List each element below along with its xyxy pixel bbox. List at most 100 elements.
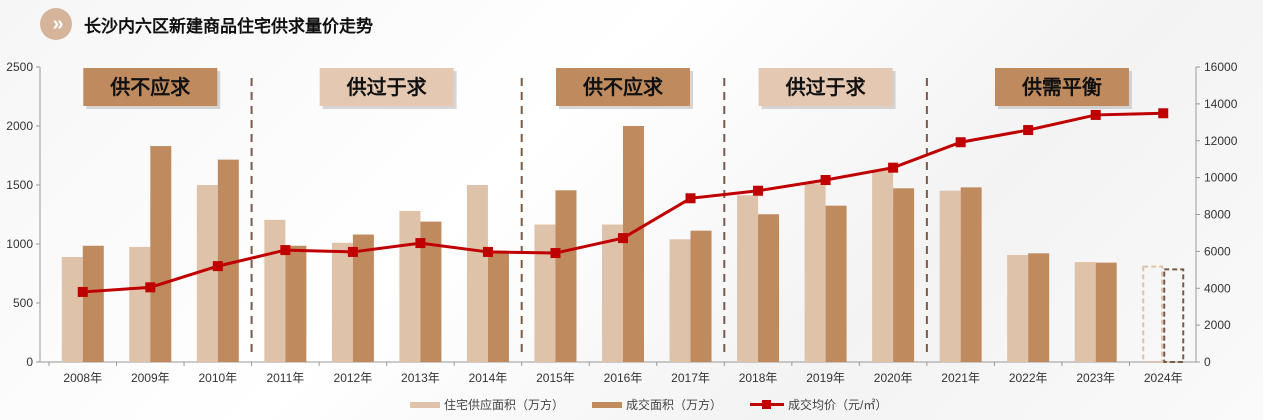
price-marker: [145, 282, 156, 293]
bar-supply-area: [534, 224, 556, 362]
x-tick-label: 2014年: [469, 371, 508, 385]
price-marker: [820, 175, 831, 186]
price-marker: [685, 193, 696, 204]
bar-supply-area: [399, 210, 421, 362]
legend-item-deal: 成交面积（万方）: [592, 396, 722, 413]
price-marker: [77, 286, 88, 297]
bar-supply-area: [1074, 262, 1096, 362]
legend-line-marker: [750, 400, 785, 409]
left-tick-label: 500: [13, 296, 33, 310]
phase-label: 供过于求: [785, 75, 867, 99]
x-tick-label: 2011年: [266, 371, 304, 385]
price-marker: [482, 246, 493, 257]
bar-deal-area: [690, 230, 712, 362]
legend-swatch: [410, 401, 440, 408]
bar-deal-area: [623, 126, 644, 362]
phase-label: 供过于求: [346, 75, 428, 99]
bar-deal-area: [352, 234, 374, 362]
right-tick-label: 14000: [1204, 97, 1238, 111]
price-marker: [550, 248, 561, 259]
bar-supply-area: [602, 224, 623, 362]
chart-title: 长沙内六区新建商品住宅供求量价走势: [84, 16, 373, 36]
x-tick-label: 2009年: [131, 371, 170, 385]
bar-deal-area: [217, 159, 239, 362]
phase-label: 供需平衡: [1021, 75, 1102, 99]
x-tick-label: 2013年: [401, 371, 440, 385]
x-tick-label: 2010年: [198, 371, 237, 385]
bar-deal-area: [1028, 253, 1050, 362]
left-tick-label: 1500: [6, 178, 33, 192]
bar-supply-area: [466, 185, 488, 362]
right-tick-label: 8000: [1204, 208, 1231, 222]
right-tick-label: 6000: [1204, 244, 1231, 258]
bar-supply-area: [669, 239, 691, 362]
price-marker: [888, 162, 899, 173]
x-tick-label: 2022年: [1009, 371, 1048, 385]
left-tick-label: 0: [26, 355, 33, 369]
bar-supply-area: [737, 195, 759, 362]
bar-supply-area: [804, 183, 826, 362]
bar-deal-area: [758, 214, 780, 362]
bar-deal-area: [420, 221, 442, 362]
legend-swatch: [592, 401, 623, 408]
bar-supply-area: [264, 219, 286, 362]
bar-deal-area: [487, 251, 509, 362]
phase-box: [758, 68, 893, 106]
price-marker: [280, 245, 291, 256]
bar-projected: [1142, 265, 1164, 364]
bar-deal-area: [555, 190, 577, 362]
bar-deal-area: [82, 245, 104, 362]
right-tick-label: 16000: [1204, 60, 1238, 74]
x-tick-label: 2015年: [536, 371, 575, 385]
phase-label: 供不应求: [109, 75, 191, 99]
x-tick-label: 2021年: [941, 371, 980, 385]
price-marker: [1023, 125, 1034, 136]
bar-supply-area: [939, 190, 961, 362]
price-marker: [1158, 108, 1169, 119]
bar-supply-area: [1007, 254, 1029, 362]
phase-box: [319, 68, 454, 106]
price-marker: [618, 233, 628, 244]
right-tick-label: 4000: [1204, 281, 1231, 295]
price-marker: [347, 246, 358, 257]
double-chevron-right-icon: »: [40, 8, 72, 40]
x-tick-label: 2020年: [874, 371, 913, 385]
price-marker: [415, 238, 426, 249]
right-tick-label: 0: [1204, 355, 1211, 369]
phase-box: [556, 68, 690, 106]
left-tick-label: 2500: [6, 60, 33, 74]
bar-supply-area: [61, 256, 83, 362]
price-marker: [212, 261, 223, 272]
x-tick-label: 2019年: [806, 371, 845, 385]
bar-supply-area: [331, 242, 353, 362]
x-tick-label: 2008年: [63, 371, 102, 385]
right-tick-label: 12000: [1204, 134, 1238, 148]
phase-label: 供不应求: [582, 75, 664, 99]
bar-supply-area: [872, 170, 894, 362]
price-marker: [955, 137, 966, 148]
legend-label: 住宅供应面积（万方）: [444, 398, 565, 412]
bar-deal-area: [893, 188, 915, 362]
phase-box: [994, 68, 1129, 106]
right-tick-label: 2000: [1204, 318, 1231, 332]
x-tick-label: 2016年: [604, 371, 643, 385]
legend: 住宅供应面积（万方） 成交面积（万方） 成交均价（元/㎡）: [410, 396, 887, 413]
x-tick-label: 2012年: [334, 371, 373, 385]
bar-deal-area: [825, 205, 847, 362]
x-tick-label: 2017年: [671, 371, 710, 385]
legend-item-supply: 住宅供应面积（万方）: [410, 396, 564, 413]
bar-projected: [1163, 268, 1185, 363]
left-tick-label: 2000: [6, 119, 33, 133]
x-tick-label: 2018年: [739, 371, 778, 385]
x-tick-label: 2024年: [1144, 371, 1183, 385]
legend-label: 成交面积（万方）: [626, 398, 723, 412]
bar-deal-area: [1095, 262, 1117, 362]
legend-label: 成交均价（元/㎡）: [788, 398, 888, 412]
bar-supply-area: [196, 185, 218, 362]
phase-box: [83, 68, 218, 106]
chart-title-bar: » 长沙内六区新建商品住宅供求量价走势: [40, 8, 373, 40]
price-marker: [753, 185, 764, 196]
right-tick-label: 10000: [1204, 171, 1238, 185]
price-marker: [1090, 109, 1101, 120]
legend-item-price: 成交均价（元/㎡）: [750, 396, 887, 413]
